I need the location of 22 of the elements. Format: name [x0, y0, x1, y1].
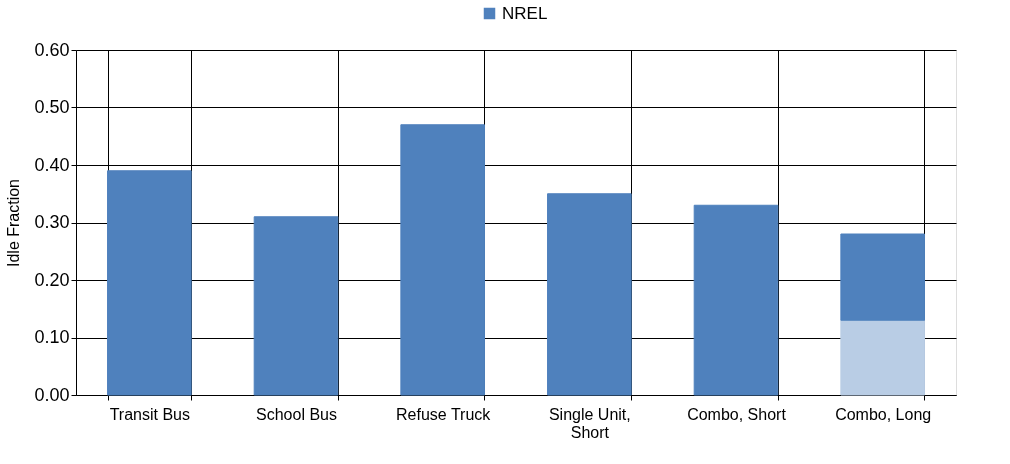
y-tick-label: 0.30 — [34, 212, 70, 232]
y-axis-title: Idle Fraction — [5, 178, 23, 268]
y-tick-label: 0.20 — [34, 269, 70, 290]
bar — [693, 204, 779, 396]
y-tick-label: 0.60 — [34, 39, 70, 60]
y-tick-label: 0.00 — [34, 384, 70, 405]
x-tick-label: Combo, Short — [687, 405, 787, 423]
y-tick-label: 0.50 — [34, 97, 70, 117]
bar — [107, 170, 192, 396]
y-tick-label: 0.10 — [34, 327, 70, 347]
bar — [840, 319, 925, 396]
x-tick-label: Transit Bus — [109, 405, 190, 423]
bar — [547, 193, 632, 396]
bar — [253, 216, 339, 396]
x-tick-label: Combo, Long — [835, 405, 932, 423]
y-tick-label: 0.40 — [34, 154, 70, 175]
x-tick-label: Refuse Truck — [396, 405, 492, 423]
legend-label: NREL — [502, 3, 548, 23]
x-tick-label: Single Unit, Short — [548, 405, 631, 441]
x-tick-label: School Bus — [256, 405, 337, 423]
bar — [400, 124, 485, 396]
bar — [840, 233, 925, 321]
